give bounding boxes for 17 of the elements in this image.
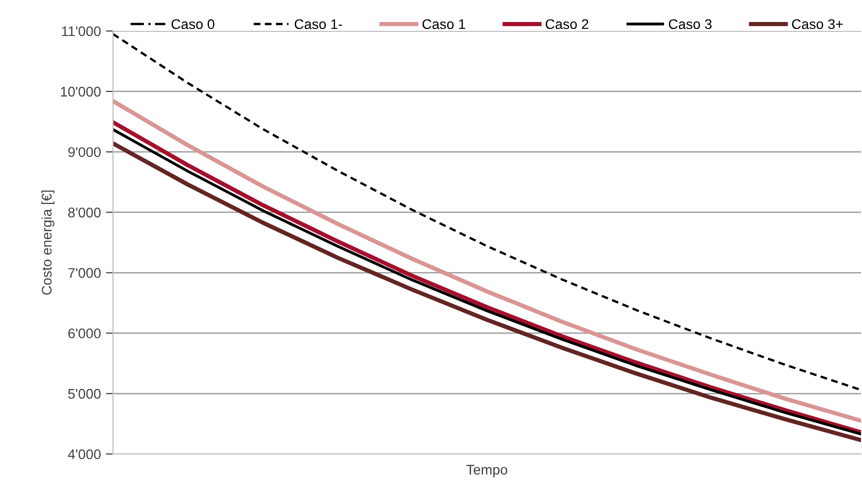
x-axis-title: Tempo <box>466 464 508 478</box>
y-tick-label: 10'000 <box>60 86 101 97</box>
y-tick-label: 6'000 <box>68 328 101 338</box>
legend-label: Caso 1- <box>294 19 342 30</box>
line-series <box>113 32 861 392</box>
y-tick-label: 4'000 <box>68 449 101 460</box>
y-axis-title: Costo energia [€] <box>41 190 54 295</box>
legend-label: Caso 0 <box>172 19 214 30</box>
y-tick-label: 5'000 <box>68 388 101 399</box>
legend-label: Caso 3+ <box>792 19 843 30</box>
legend-label: Caso 1 <box>422 19 466 30</box>
y-tick-label: 7'000 <box>68 268 101 278</box>
legend-label: Caso 2 <box>546 19 588 30</box>
y-tick-label: 11'000 <box>62 26 101 36</box>
y-tick-label: 9'000 <box>68 147 101 158</box>
legend-label: Caso 3 <box>668 19 712 30</box>
y-tick-label: 8'000 <box>68 208 101 218</box>
